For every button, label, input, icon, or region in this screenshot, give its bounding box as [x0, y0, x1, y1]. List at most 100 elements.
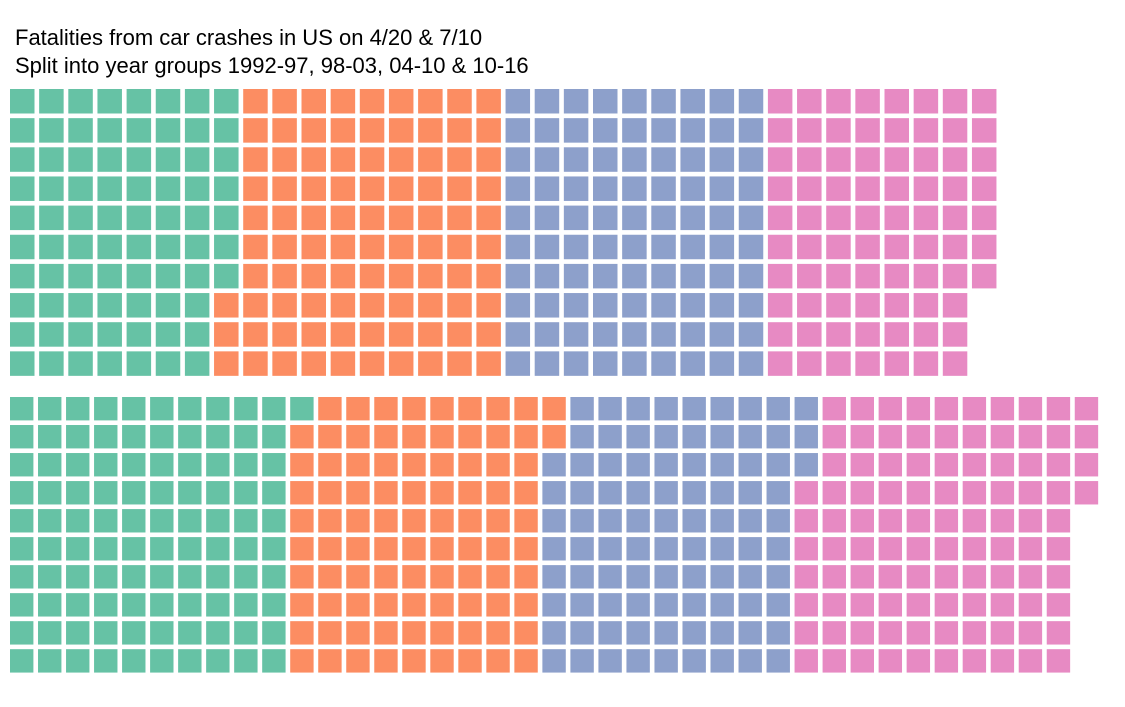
waffle-square-group-4 [942, 293, 968, 318]
waffle-square-group-3 [626, 649, 650, 673]
waffle-square-group-4 [878, 565, 903, 589]
waffle-square-group-2 [430, 649, 454, 673]
waffle-square-group-1 [126, 205, 152, 231]
waffle-square-group-1 [38, 509, 62, 533]
waffle-square-group-3 [598, 593, 622, 617]
waffle-square-group-1 [234, 565, 258, 589]
waffle-square-group-3 [626, 593, 650, 617]
waffle-square-group-3 [570, 453, 594, 477]
waffle-square-group-3 [563, 234, 589, 260]
waffle-square-group-2 [330, 147, 356, 172]
waffle-square-group-4 [1046, 397, 1071, 421]
waffle-square-group-3 [563, 118, 589, 143]
waffle-square-group-3 [738, 481, 762, 505]
waffle-square-group-3 [622, 322, 647, 347]
waffle-square-group-2 [301, 234, 326, 260]
waffle-square-group-2 [402, 537, 426, 561]
waffle-square-group-1 [97, 293, 122, 318]
waffle-square-group-1 [68, 263, 93, 289]
waffle-square-group-3 [534, 118, 560, 143]
waffle-square-group-1 [290, 397, 314, 421]
waffle-square-group-2 [272, 234, 297, 260]
waffle-square-group-3 [542, 481, 566, 505]
waffle-square-group-1 [262, 593, 286, 617]
waffle-square-group-4 [794, 593, 818, 617]
waffle-square-group-2 [388, 118, 414, 143]
waffle-square-group-2 [388, 147, 414, 172]
waffle-square-group-2 [458, 453, 482, 477]
waffle-square-group-4 [913, 263, 939, 289]
waffle-square-group-2 [486, 425, 510, 449]
waffle-square-group-3 [598, 649, 622, 673]
waffle-square-group-1 [10, 565, 34, 589]
waffle-square-group-1 [94, 481, 118, 505]
waffle-square-group-4 [962, 509, 987, 533]
waffle-square-group-1 [184, 147, 210, 172]
waffle-square-group-4 [855, 263, 880, 289]
waffle-square-group-2 [346, 593, 370, 617]
waffle-square-group-4 [962, 425, 987, 449]
waffle-square-group-3 [738, 234, 764, 260]
waffle-square-group-2 [447, 147, 472, 172]
waffle-square-group-3 [542, 649, 566, 673]
waffle-square-group-3 [598, 509, 622, 533]
waffle-square-group-4 [913, 351, 939, 376]
waffle-square-group-4 [767, 293, 793, 318]
waffle-square-group-3 [505, 263, 531, 289]
waffle-square-group-2 [486, 481, 510, 505]
waffle-square-group-2 [514, 397, 538, 421]
waffle-square-group-3 [794, 453, 818, 477]
waffle-square-group-1 [150, 481, 174, 505]
waffle-square-group-4 [1046, 509, 1071, 533]
waffle-square-group-4 [878, 649, 903, 673]
waffle-square-group-4 [884, 293, 909, 318]
waffle-square-group-4 [962, 593, 987, 617]
waffle-square-group-4 [962, 453, 987, 477]
waffle-square-group-2 [359, 205, 385, 231]
waffle-square-group-3 [534, 293, 560, 318]
waffle-square-group-2 [330, 322, 356, 347]
waffle-square-group-4 [990, 481, 1015, 505]
waffle-square-group-4 [906, 537, 931, 561]
waffle-square-group-4 [990, 537, 1015, 561]
waffle-square-group-1 [214, 234, 239, 260]
waffle-square-group-4 [878, 481, 903, 505]
waffle-square-group-2 [330, 351, 356, 376]
waffle-square-group-4 [826, 147, 851, 172]
waffle-square-group-4 [934, 453, 959, 477]
waffle-square-group-2 [458, 481, 482, 505]
waffle-square-group-1 [39, 234, 64, 260]
waffle-square-group-2 [346, 649, 370, 673]
waffle-square-group-4 [826, 176, 851, 201]
waffle-square-group-2 [243, 89, 268, 114]
chart-subtitle: Split into year groups 1992-97, 98-03, 0… [15, 53, 529, 78]
waffle-square-group-2 [243, 293, 268, 318]
waffle-square-group-1 [178, 565, 202, 589]
waffle-square-group-3 [534, 176, 560, 201]
waffle-square-group-3 [570, 621, 594, 645]
waffle-square-group-2 [430, 509, 454, 533]
waffle-square-group-4 [850, 621, 874, 645]
waffle-square-group-2 [402, 397, 426, 421]
waffle-square-group-4 [971, 234, 997, 260]
waffle-square-group-4 [1046, 565, 1071, 589]
waffle-square-group-2 [430, 621, 454, 645]
waffle-square-group-1 [122, 621, 146, 645]
waffle-square-group-4 [767, 89, 793, 114]
waffle-square-group-1 [94, 425, 118, 449]
waffle-square-group-3 [654, 565, 678, 589]
waffle-square-group-1 [214, 147, 239, 172]
waffle-square-group-1 [10, 621, 34, 645]
waffle-square-group-2 [374, 649, 398, 673]
waffle-square-group-1 [126, 118, 152, 143]
waffle-square-group-4 [934, 481, 959, 505]
waffle-square-group-4 [878, 397, 903, 421]
waffle-square-group-1 [10, 649, 34, 673]
waffle-square-group-3 [593, 147, 618, 172]
waffle-square-group-3 [651, 234, 676, 260]
waffle-square-group-1 [178, 425, 202, 449]
waffle-square-group-2 [243, 351, 268, 376]
waffle-square-group-2 [359, 89, 385, 114]
waffle-square-group-4 [850, 453, 874, 477]
waffle-square-group-2 [290, 621, 314, 645]
